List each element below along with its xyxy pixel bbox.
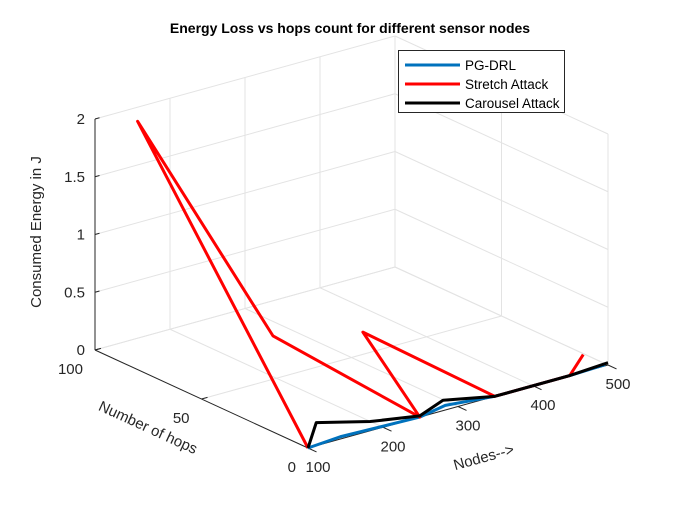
series-lines: [136, 119, 609, 450]
chart-title: Energy Loss vs hops count for different …: [170, 20, 530, 36]
x-tick-label: 300: [455, 418, 480, 435]
x-tick: [382, 426, 392, 432]
grid-line: [94, 35, 396, 120]
legend-entry: Stretch Attack: [465, 77, 549, 92]
series-line-carousel-attack: [306, 361, 609, 449]
y-tick-label: 50: [173, 410, 190, 427]
z-tick: [94, 348, 100, 351]
y-tick: [201, 396, 208, 400]
z-tick-label: 0: [77, 342, 85, 359]
legend-entry: PG-DRL: [465, 58, 516, 73]
grid-line: [394, 151, 609, 250]
x-axis-label: Nodes-->: [452, 441, 517, 474]
x-tick: [607, 364, 617, 370]
y-axis-label: Number of hops: [96, 398, 200, 458]
grid-line: [94, 208, 396, 293]
y-tick-label: 0: [288, 459, 296, 476]
legend-entry: Carousel Attack: [465, 96, 560, 111]
x-tick-label: 400: [530, 397, 555, 414]
x-tick: [457, 406, 467, 411]
grid-line: [394, 208, 609, 308]
x-tick-label: 100: [305, 459, 330, 476]
z-tick-label: 2: [77, 111, 85, 128]
z-tick-label: 1: [77, 227, 85, 244]
grid-line: [394, 266, 609, 366]
z-tick: [94, 232, 100, 235]
legend: PG-DRL Stretch Attack Carousel Attack: [398, 50, 565, 113]
grid-line: [201, 315, 502, 400]
z-tick-label: 0.5: [64, 284, 85, 301]
y-tick-label: 100: [58, 361, 83, 378]
z-tick-label: 1.5: [64, 169, 85, 186]
z-axis-label: Consumed Energy in J: [28, 156, 45, 308]
x-tick-label: 200: [380, 438, 405, 455]
x-tick-label: 500: [605, 376, 630, 393]
z-tick: [94, 290, 100, 293]
z-tick: [94, 117, 100, 120]
tick-labels: 100 200 300 400 500 0 50 100 0 0.5 1 1.5 2: [58, 111, 631, 476]
grid-line: [94, 266, 396, 351]
grid-line: [94, 151, 396, 235]
series-line-stretch-attack: [136, 119, 585, 449]
grid-line: [94, 93, 396, 178]
z-tick: [94, 175, 100, 178]
